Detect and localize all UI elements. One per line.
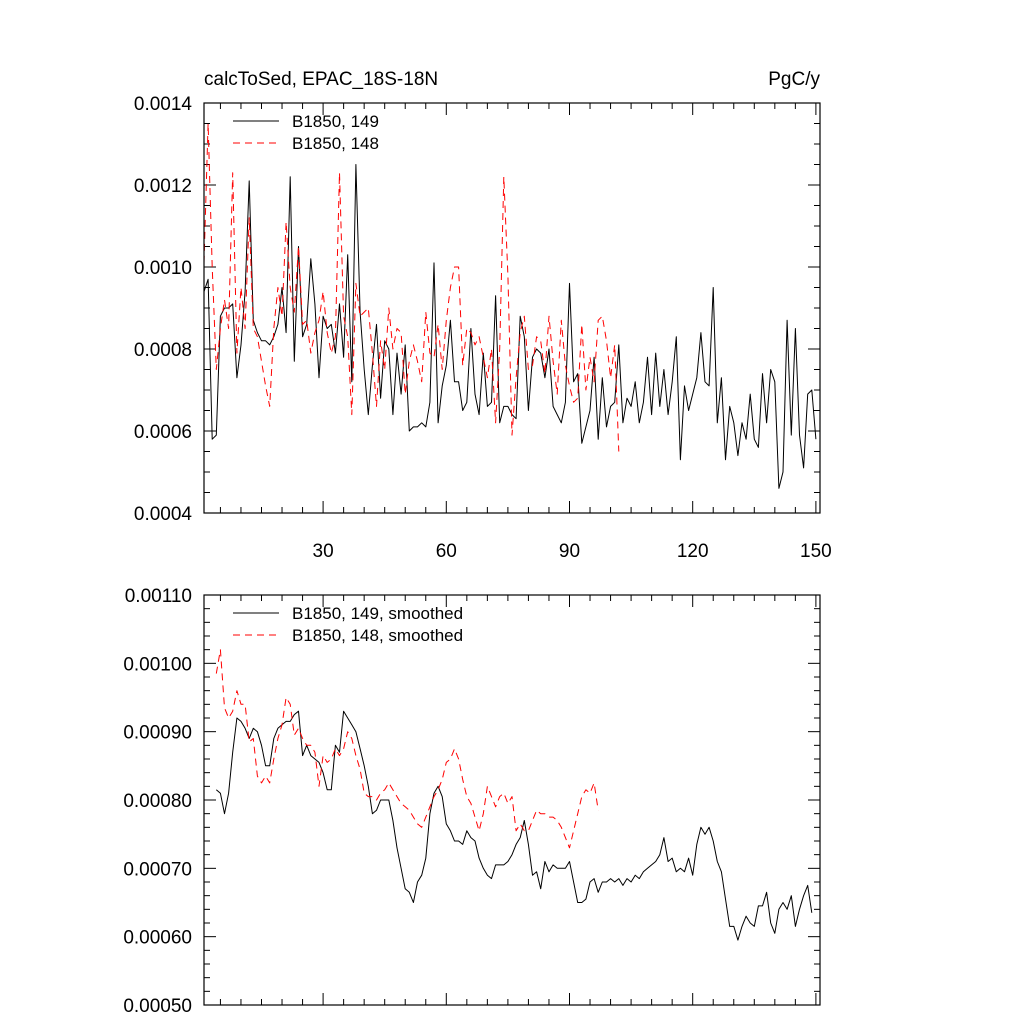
y-tick-label: 0.0004 <box>134 504 193 525</box>
bottom-panel: 0.00050 0.00060 0.00070 0.00080 0.00090 0.001… <box>123 586 821 1017</box>
legend-label-149: B1850, 149 <box>292 112 379 131</box>
x-tick-label: 30 <box>313 541 334 562</box>
panel-2-frame <box>203 594 821 1006</box>
x-tick-label: 150 <box>800 541 832 562</box>
y-tick-label: 0.00080 <box>123 791 192 812</box>
y-tick-label: 0.0012 <box>134 176 192 197</box>
x-tick-label: 60 <box>436 541 457 562</box>
panel-1-series-line-2 <box>203 123 620 452</box>
panel-1-frame <box>203 102 821 514</box>
panel-2-legend: B1850, 149, smoothed B1850, 148, smoothe… <box>233 604 463 645</box>
panel-1-y-tick-labels: 0.0004 0.0006 0.0008 0.0010 0.0012 0.0014 <box>134 94 193 525</box>
legend-label-149-smoothed: B1850, 149, smoothed <box>292 604 463 623</box>
panel-1-ticks <box>204 102 820 514</box>
panel-1-series <box>203 123 817 489</box>
y-tick-label: 0.0008 <box>134 340 192 361</box>
y-tick-label: 0.00090 <box>123 723 192 744</box>
panel-1-title-right: PgC/y <box>768 69 820 90</box>
y-tick-label: 0.00050 <box>123 996 192 1017</box>
top-panel: calcToSed, EPAC_18S-18N PgC/y 0.00040.00… <box>134 69 832 562</box>
x-tick-label: 120 <box>677 541 709 562</box>
y-tick-label: 0.00070 <box>123 859 192 880</box>
y-tick-label: 0.00060 <box>123 928 192 949</box>
panel-1-title-left: calcToSed, EPAC_18S-18N <box>204 69 438 90</box>
panel-2-series-line-1 <box>215 710 813 941</box>
panel-2-ticks <box>204 594 820 1006</box>
y-tick-label: 0.00110 <box>125 586 192 607</box>
legend-label-148: B1850, 148 <box>292 134 379 153</box>
x-tick-label: 90 <box>559 541 580 562</box>
y-tick-label: 0.0006 <box>134 422 192 443</box>
legend-label-148-smoothed: B1850, 148, smoothed <box>292 626 463 645</box>
panel-1-legend: B1850, 149 B1850, 148 <box>233 112 379 153</box>
panel-2-series-line-2 <box>215 649 599 849</box>
panel-2-y-tick-labels: 0.00050 0.00060 0.00070 0.00080 0.00090 0.001… <box>123 586 192 1017</box>
y-tick-label: 0.0010 <box>134 258 192 279</box>
panel-1-series-line-1 <box>203 164 817 489</box>
panel-1-x-tick-labels: 30 60 90 120 150 <box>313 541 832 562</box>
panel-2-series <box>215 649 813 941</box>
y-tick-label: 0.00100 <box>123 654 192 675</box>
y-tick-label: 0.0014 <box>134 94 193 115</box>
